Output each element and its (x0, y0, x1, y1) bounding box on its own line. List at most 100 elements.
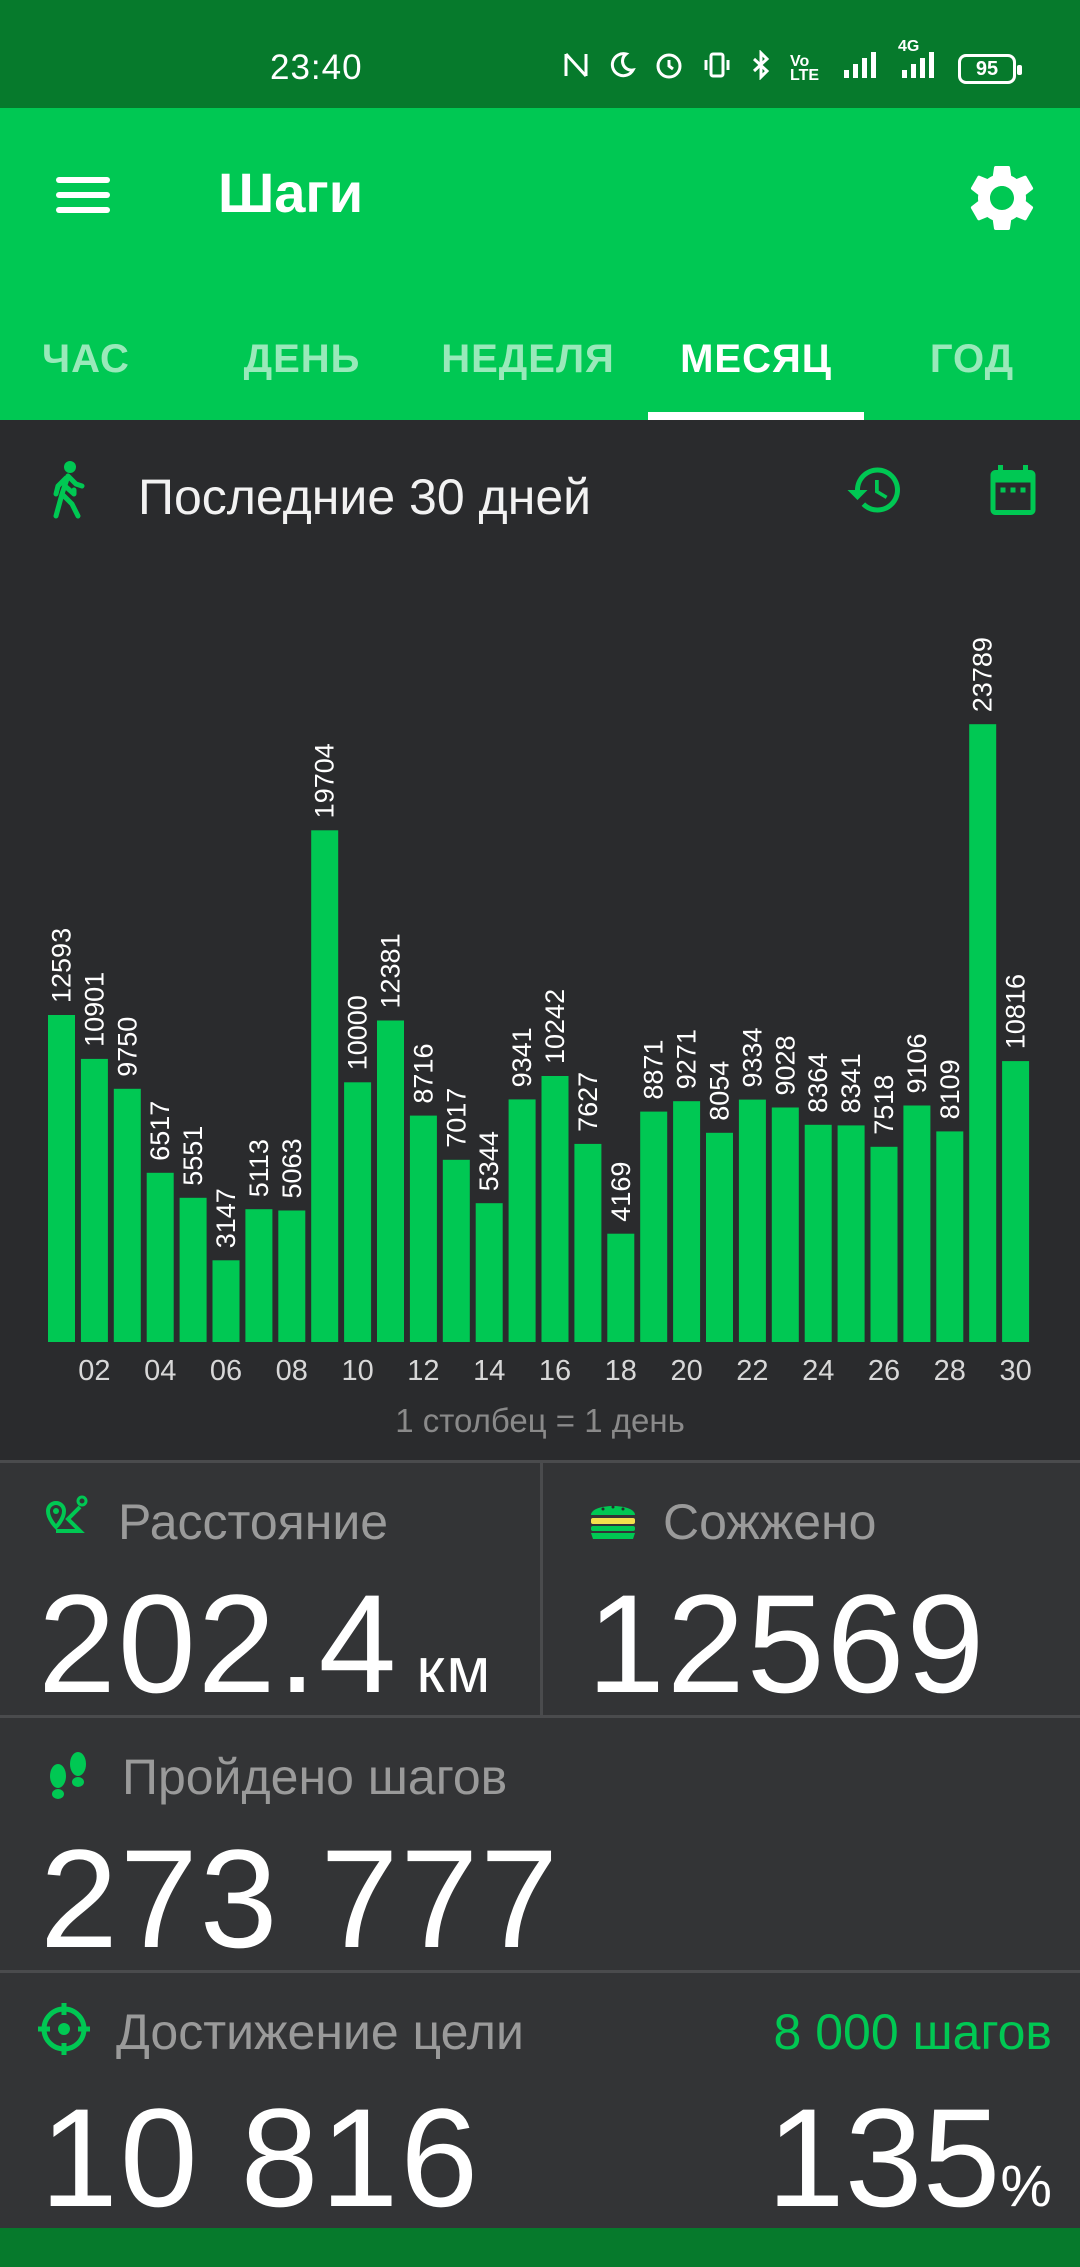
chart-bar[interactable] (442, 1159, 470, 1342)
tab-indicator (648, 412, 864, 420)
bar-value-label: 4169 (606, 1162, 636, 1222)
chart-bar[interactable] (80, 1058, 108, 1342)
goal-card[interactable]: Достижение цели 8 000 шагов 10 816 135% (0, 1973, 1080, 2236)
signal-icon (842, 50, 882, 88)
bar-value-label: 6517 (145, 1101, 175, 1161)
chart-bar[interactable] (771, 1107, 799, 1343)
tab-hour[interactable]: ЧАС (42, 336, 130, 381)
chart-bar[interactable] (409, 1115, 437, 1342)
chart-bar[interactable] (146, 1172, 174, 1342)
chart-bar[interactable] (837, 1125, 865, 1342)
bar-value-label: 8109 (935, 1059, 965, 1119)
x-tick-label: 18 (605, 1355, 637, 1387)
chart-bar[interactable] (903, 1105, 931, 1343)
bar-value-label: 5344 (474, 1131, 504, 1191)
chart-bar[interactable] (574, 1143, 602, 1342)
volte-icon: Vo LTE (790, 53, 820, 84)
tab-month[interactable]: МЕСЯЦ (680, 336, 832, 381)
distance-card[interactable]: Расстояние 202.4 км (0, 1463, 540, 1722)
bar-value-label: 9271 (672, 1029, 702, 1089)
bar-value-label: 12381 (376, 933, 406, 1008)
section-title: Последние 30 дней (138, 469, 592, 525)
app-title: Шаги (218, 161, 364, 224)
bar-value-label: 9028 (770, 1035, 800, 1095)
chart-bar[interactable] (212, 1260, 240, 1342)
steps-bar-chart: 12593 10901 9750 6517 5551 3147 5113 5063 19704 1… (0, 570, 1080, 1450)
tab-week[interactable]: НЕДЕЛЯ (441, 336, 615, 381)
x-tick-label: 28 (934, 1355, 966, 1387)
walking-person-icon (48, 460, 88, 520)
chart-bar[interactable] (607, 1233, 635, 1342)
steps-card[interactable]: Пройдено шагов 273 777 (0, 1718, 1080, 1977)
x-tick-label: 26 (868, 1355, 900, 1387)
chart-bar[interactable] (245, 1209, 273, 1342)
nfc-icon (562, 50, 590, 88)
bar-value-label: 10901 (79, 972, 109, 1047)
chart-bar[interactable] (640, 1111, 668, 1342)
chart-bar[interactable] (377, 1020, 404, 1343)
chart-bar[interactable] (475, 1203, 503, 1342)
menu-button[interactable] (48, 168, 118, 238)
x-tick-label: 08 (276, 1355, 308, 1387)
chart-bar[interactable] (344, 1082, 372, 1342)
chart-bar[interactable] (1002, 1061, 1030, 1342)
burned-value: 12569 (587, 1565, 987, 1722)
status-time: 23:40 (270, 48, 363, 87)
chart-bar[interactable] (508, 1099, 536, 1342)
history-icon[interactable] (845, 460, 905, 520)
chart-bar[interactable] (738, 1099, 766, 1342)
settings-gear-icon[interactable] (962, 158, 1042, 238)
chart-bar[interactable] (541, 1076, 569, 1342)
chart-header: Последние 30 дней (0, 420, 1080, 570)
bar-value-label: 5113 (244, 1139, 274, 1197)
chart-bar[interactable] (936, 1131, 964, 1342)
chart-bar[interactable] (311, 830, 339, 1342)
bar-value-label: 10000 (343, 995, 373, 1070)
x-tick-label: 02 (78, 1355, 110, 1387)
bluetooth-icon (750, 49, 772, 88)
bar-value-label: 12593 (47, 928, 77, 1003)
distance-label: Расстояние (118, 1494, 389, 1550)
bar-value-label: 9106 (902, 1033, 932, 1093)
x-tick-label: 12 (407, 1355, 439, 1387)
bar-value-label: 9750 (112, 1017, 142, 1077)
divider (0, 1715, 1080, 1718)
chart-bar[interactable] (48, 1015, 75, 1342)
status-icons: Vo LTE 4G 95 (562, 38, 1022, 88)
divider (0, 1970, 1080, 1973)
bar-value-label: 9334 (737, 1028, 767, 1088)
bar-value-label: 7627 (573, 1072, 603, 1132)
chart-bar[interactable] (179, 1197, 207, 1342)
burned-card[interactable]: Сожжено 12569 (543, 1463, 1080, 1722)
chart-bar[interactable] (969, 724, 997, 1342)
chart-bar[interactable] (706, 1132, 733, 1342)
bar-value-label: 3147 (211, 1188, 241, 1248)
burger-icon (585, 1491, 641, 1547)
divider (0, 1460, 1080, 1463)
x-tick-label: 14 (473, 1355, 505, 1387)
distance-value: 202.4 км (38, 1565, 493, 1722)
chart-caption: 1 столбец = 1 день (395, 1402, 685, 1439)
x-tick-label: 22 (736, 1355, 768, 1387)
goal-percent: 135% (766, 2079, 1052, 2236)
burned-label: Сожжено (663, 1494, 877, 1550)
x-tick-label: 06 (210, 1355, 242, 1387)
calendar-icon[interactable] (983, 460, 1043, 520)
chart-bar[interactable] (804, 1124, 832, 1342)
tab-year[interactable]: ГОД (929, 336, 1015, 381)
bar-value-label: 19704 (310, 743, 340, 818)
chart-bar[interactable] (673, 1101, 701, 1342)
bar-value-label: 8341 (836, 1053, 866, 1113)
chart-bar[interactable] (113, 1088, 141, 1342)
chart-bar[interactable] (278, 1210, 306, 1343)
bottom-strip (0, 2228, 1080, 2267)
chart-bar[interactable] (870, 1146, 898, 1342)
tab-day[interactable]: ДЕНЬ (243, 336, 361, 381)
goal-value: 10 816 (40, 2079, 481, 2236)
steps-label: Пройдено шагов (122, 1749, 508, 1805)
distance-unit: км (416, 1634, 493, 1706)
x-tick-label: 24 (802, 1355, 834, 1387)
steps-value: 273 777 (40, 1820, 561, 1977)
bar-value-label: 5551 (178, 1126, 208, 1186)
x-tick-label: 04 (144, 1355, 176, 1387)
